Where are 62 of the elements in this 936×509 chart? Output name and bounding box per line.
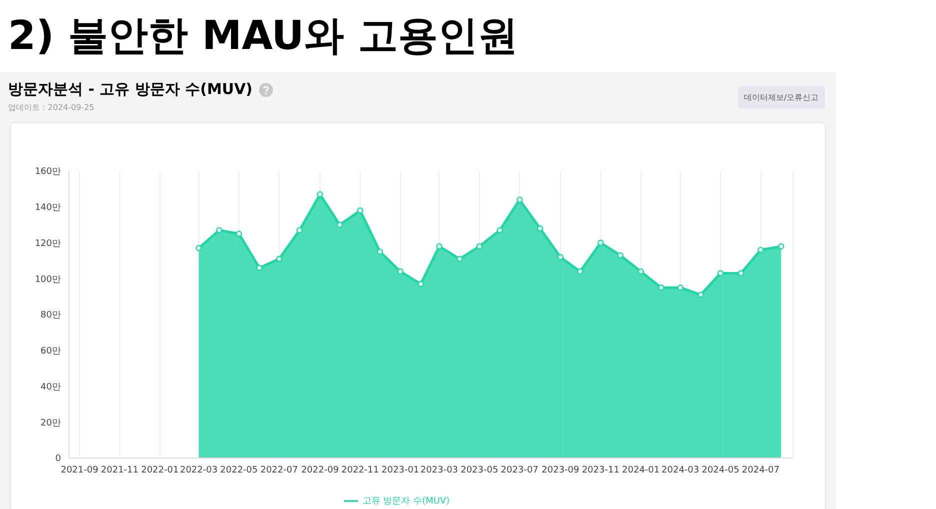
point: [476, 243, 483, 250]
y-tick-label: 20만: [40, 418, 61, 428]
point: [536, 225, 544, 232]
x-tick-label: 2021-11: [100, 465, 139, 476]
point: [276, 256, 282, 262]
x-tick-label: 2023-09: [542, 465, 580, 476]
point: [598, 240, 604, 246]
x-tick-label: 2023-01: [382, 465, 420, 476]
point: [216, 227, 222, 234]
y-tick-label: 80만: [40, 310, 61, 321]
point: [456, 256, 463, 262]
x-tick-label: 2023-11: [582, 465, 620, 476]
x-tick-label: 2022-11: [341, 465, 379, 476]
y-tick-label: 140만: [34, 203, 61, 214]
x-tick-label: 2024-01: [622, 465, 660, 476]
y-tick-label: 0: [55, 454, 62, 464]
x-tick-label: 2022-01: [141, 465, 179, 476]
point: [236, 230, 242, 237]
point: [397, 268, 404, 275]
point: [336, 222, 343, 228]
point: [717, 270, 724, 276]
x-tick-label: 2023-03: [420, 465, 458, 476]
point: [296, 227, 303, 234]
y-tick-label: 120만: [34, 238, 61, 249]
point: [496, 227, 503, 234]
point: [436, 243, 442, 250]
x-tick-label: 2024-05: [702, 465, 740, 476]
point: [617, 252, 624, 258]
legend-label: 고유 방문자 수(MUV): [362, 496, 450, 506]
chart-subtitle: 방문자분석 - 고유 방문자 수(MUV): [8, 80, 253, 99]
point: [418, 280, 424, 288]
point: [376, 248, 384, 255]
x-tick-label: 2024-07: [742, 465, 780, 476]
point: [738, 270, 744, 276]
x-tick-label: 2022-09: [301, 465, 340, 476]
chart-title: 2) 불안한 MAU와 고용인원: [8, 12, 519, 61]
point: [316, 191, 324, 198]
point: [677, 284, 684, 291]
y-tick-label: 160만: [34, 167, 61, 178]
x-tick-label: 2024-03: [662, 465, 700, 476]
point: [758, 246, 764, 254]
x-tick-label: 2022-07: [260, 465, 298, 476]
point: [658, 284, 664, 291]
point: [256, 264, 262, 271]
y-tick-label: 100만: [34, 274, 61, 285]
point: [196, 245, 202, 252]
point: [577, 268, 584, 275]
point: [638, 268, 644, 275]
point: [357, 207, 364, 214]
y-tick-label: 40만: [40, 382, 61, 392]
point: [778, 243, 784, 250]
x-tick-label: 2023-07: [500, 465, 538, 476]
x-tick-label: 2021-09: [60, 465, 99, 476]
x-tick-label: 2023-05: [460, 465, 498, 476]
point: [698, 292, 704, 298]
x-tick-label: 2022-05: [220, 465, 258, 476]
point: [516, 196, 523, 203]
text: 데이터제보/오류신고: [738, 86, 825, 109]
y-tick-label: 60만: [40, 346, 61, 357]
text: 업데이트 : 2024-09-25: [8, 102, 94, 113]
point: [557, 254, 564, 260]
x-tick-label: 2022-03: [180, 465, 218, 476]
